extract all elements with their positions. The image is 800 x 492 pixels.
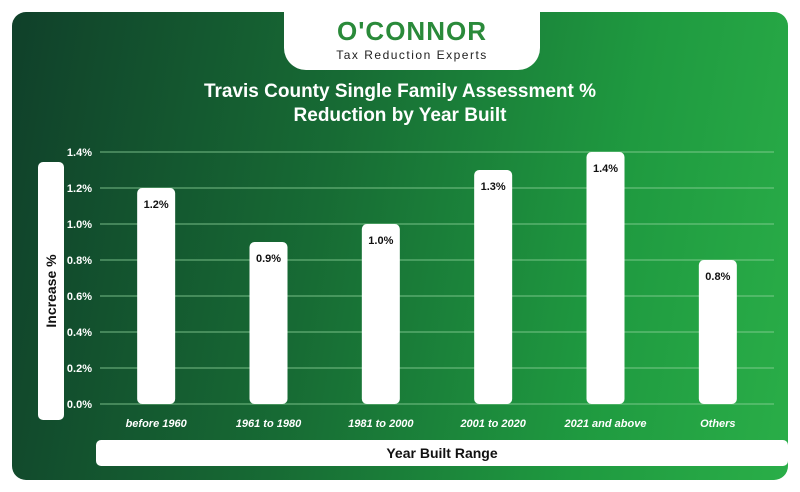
bar [698, 260, 737, 404]
bar-value-label: 0.8% [705, 271, 730, 283]
y-tick-label: 0.2% [67, 363, 92, 375]
y-tick-label: 1.2% [67, 183, 92, 195]
brand-tagline: Tax Reduction Experts [336, 48, 488, 62]
y-tick-label: 0.8% [67, 255, 92, 267]
y-tick-label: 0.4% [67, 327, 92, 339]
chart-title-line-2: Reduction by Year Built [293, 105, 507, 126]
chart-panel: O'CONNOR Tax Reduction Experts Travis Co… [12, 12, 788, 480]
bar-value-label: 1.4% [593, 163, 618, 175]
brand-logo: O'CONNOR Tax Reduction Experts [284, 12, 540, 70]
x-tick-label: 2021 and above [564, 418, 647, 430]
bar [249, 242, 288, 404]
x-tick-label: 1961 to 1980 [236, 418, 302, 430]
chart-title: Travis County Single Family Assessment %… [112, 80, 688, 128]
x-tick-label: 2001 to 2020 [459, 418, 526, 430]
bar-value-label: 1.3% [481, 181, 506, 193]
bar [474, 170, 513, 404]
x-tick-label: before 1960 [126, 418, 188, 430]
bar-value-label: 1.0% [368, 235, 393, 247]
bar-value-label: 1.2% [144, 199, 169, 211]
x-tick-label: 1981 to 2000 [348, 418, 414, 430]
x-tick-label: Others [700, 418, 735, 430]
bar-chart: 0.0% 0.2% 0.4% 0.6% 0.8% 1.0% 1.2% 1.4% 1.2% befo… [67, 147, 774, 430]
chart-title-line-1: Travis County Single Family Assessment % [203, 81, 597, 102]
brand-name: O'CONNOR [337, 16, 487, 46]
bar-value-label: 0.9% [256, 253, 281, 265]
y-axis-label-pill: Increase % [38, 162, 64, 420]
bar [586, 152, 625, 404]
bar [137, 188, 176, 404]
y-tick-label: 1.0% [67, 219, 92, 231]
y-tick-label: 0.0% [67, 399, 92, 411]
x-axis-label-pill: Year Built Range [96, 440, 788, 466]
y-tick-label: 0.6% [67, 291, 92, 303]
y-tick-label: 1.4% [67, 147, 92, 159]
x-axis-label: Year Built Range [386, 445, 498, 461]
bar [361, 224, 400, 404]
